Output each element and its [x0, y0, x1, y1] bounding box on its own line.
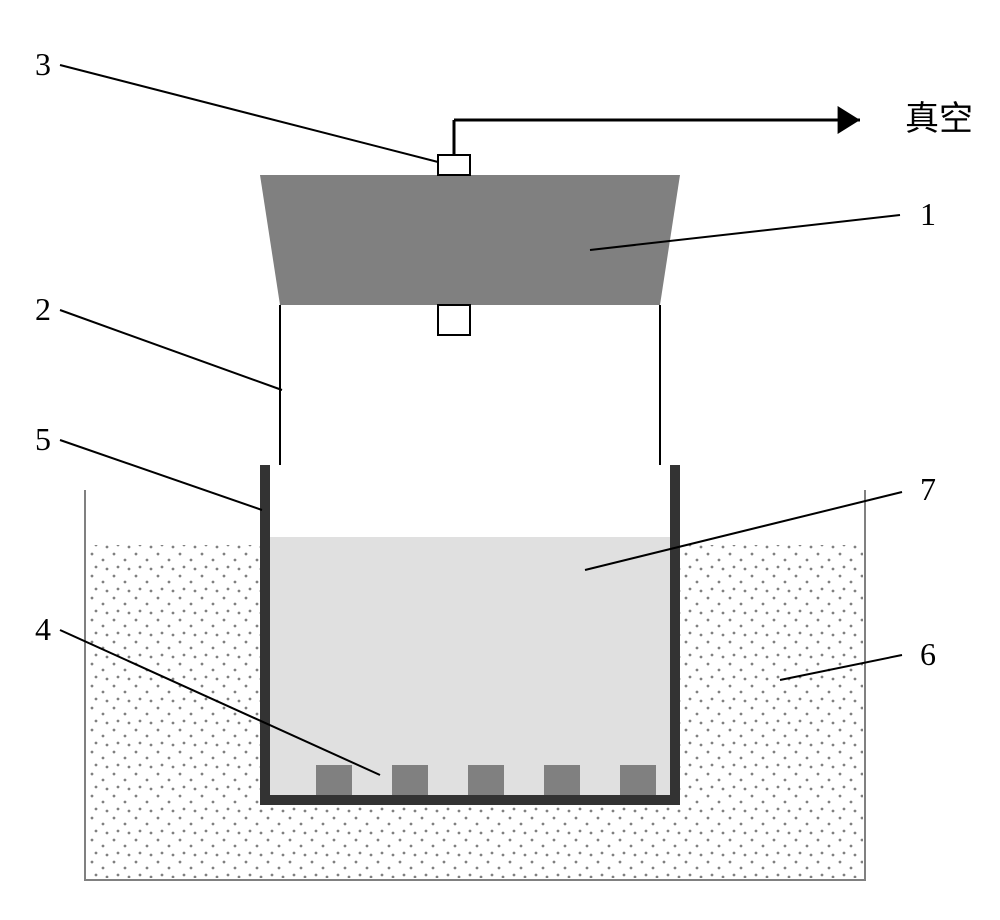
callout-n3-leader	[60, 65, 438, 162]
inner-liquid	[270, 537, 670, 795]
lid	[260, 175, 680, 305]
vacuum-label: 真空	[905, 100, 973, 138]
vacuum-arrow-head	[838, 106, 860, 134]
sample-block	[620, 765, 656, 795]
bottom-plug	[438, 305, 470, 335]
sample-block	[468, 765, 504, 795]
callout-n5-label: 5	[35, 421, 51, 457]
top-plug	[438, 155, 470, 175]
callout-n6-label: 6	[920, 636, 936, 672]
sample-block	[316, 765, 352, 795]
callout-n7-label: 7	[920, 471, 936, 507]
sample-block	[544, 765, 580, 795]
callout-n5-leader	[60, 440, 262, 510]
callout-n2-leader	[60, 310, 282, 390]
sample-block	[392, 765, 428, 795]
callout-n3-label: 3	[35, 46, 51, 82]
callout-n4-label: 4	[35, 611, 51, 647]
callout-n1-label: 1	[920, 196, 936, 232]
callout-n2-label: 2	[35, 291, 51, 327]
